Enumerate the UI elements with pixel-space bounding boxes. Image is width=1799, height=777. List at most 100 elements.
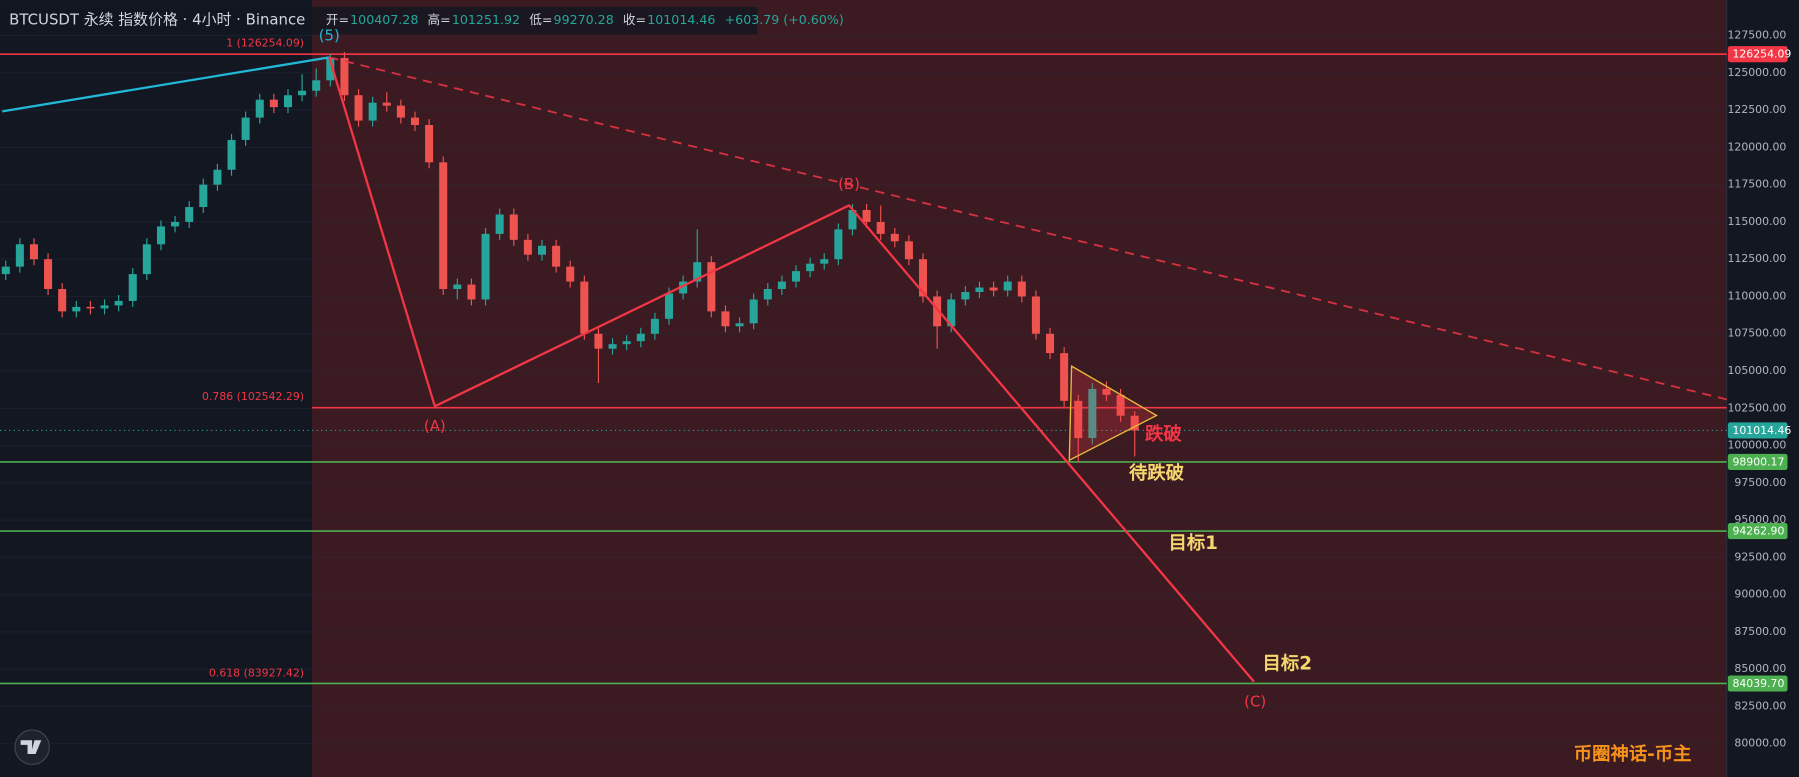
ohlc-name: 高=	[428, 12, 451, 27]
wave-line	[328, 57, 1255, 683]
candle-body	[185, 207, 194, 222]
candle-body	[142, 244, 151, 275]
candle-body	[509, 214, 518, 240]
triangle	[1068, 364, 1158, 462]
candle-body	[100, 305, 109, 309]
candle-body	[425, 125, 434, 163]
candle-body	[777, 281, 786, 290]
candle-body	[15, 244, 24, 267]
candle-body	[439, 162, 448, 290]
annotation: 跌破	[1145, 423, 1182, 445]
watermark: 币圈神话-币主	[1574, 743, 1692, 765]
candle-body	[933, 296, 942, 327]
y-tick-label: 115000.00	[1727, 215, 1786, 228]
y-tick-label: 117500.00	[1727, 178, 1786, 191]
candle-body	[806, 263, 815, 272]
candle-body	[791, 271, 801, 282]
candle-body	[622, 341, 631, 345]
candle-body	[664, 293, 674, 319]
candle-body	[904, 241, 913, 260]
wave-label: (A)	[424, 417, 446, 435]
candle-body	[650, 318, 659, 334]
y-tick-label: 85000.00	[1734, 662, 1786, 675]
candle-body	[283, 95, 292, 108]
candle-body	[44, 259, 53, 290]
candle-body	[312, 80, 321, 91]
wave-label: (5)	[319, 27, 340, 45]
price-tag	[1727, 46, 1788, 63]
ohlc-value: 100407.28	[350, 12, 418, 27]
candle-body	[213, 169, 222, 185]
candle-body	[1102, 388, 1111, 395]
y-tick-label: 120000.00	[1727, 140, 1786, 153]
candle-body	[58, 289, 67, 312]
candle-body	[368, 102, 377, 121]
y-tick-label: 105000.00	[1727, 364, 1786, 377]
price-tag	[1727, 422, 1788, 439]
candle-body	[1017, 281, 1026, 297]
candle-body	[298, 90, 307, 96]
candle-body	[961, 292, 970, 300]
price-tag-label: 94262.90	[1732, 525, 1784, 538]
y-tick-label: 95000.00	[1734, 513, 1786, 526]
candle-body	[467, 284, 476, 300]
candle-body	[693, 262, 702, 282]
candle-body	[552, 245, 561, 267]
ohlc-name: 开=	[326, 12, 349, 27]
price-tag	[1727, 453, 1788, 470]
wave-label: (C)	[1244, 692, 1266, 710]
candle-body	[269, 99, 278, 108]
candle-body	[1003, 281, 1012, 291]
candle-body	[636, 333, 645, 342]
annotation: 待跌破	[1129, 462, 1185, 484]
candle-body	[580, 281, 589, 334]
symbol-title: BTCUSDT 永续 指数价格 · 4小时 · Binance	[9, 11, 305, 29]
candle-body	[241, 117, 250, 140]
y-tick-label: 87500.00	[1734, 625, 1786, 638]
candle-body	[453, 284, 462, 290]
price-tag-label: 126254.09	[1732, 48, 1791, 61]
candle-body	[975, 287, 984, 293]
candle-body	[171, 221, 180, 227]
candle-body	[340, 57, 349, 96]
annotation: 目标2	[1263, 653, 1312, 675]
candle-body	[1060, 353, 1069, 401]
candle-body	[1, 266, 10, 275]
y-tick-label: 82500.00	[1734, 699, 1786, 712]
candle-body	[989, 287, 998, 291]
candle-body	[114, 300, 123, 306]
candle-body	[354, 95, 363, 121]
annotation: 目标1	[1168, 532, 1217, 554]
y-tick-label: 97500.00	[1734, 476, 1786, 489]
ohlc-value: 101014.46	[647, 12, 715, 27]
candle-body	[566, 266, 575, 282]
candle-body	[199, 184, 208, 208]
fib-label: 0.786 (102542.29)	[202, 390, 304, 403]
fib-label: 0.618 (83927.42)	[209, 667, 304, 680]
candle-body	[495, 214, 504, 234]
candle-body	[481, 233, 490, 300]
candle-body	[876, 221, 885, 234]
y-tick-label: 107500.00	[1727, 327, 1786, 340]
candle-body	[820, 259, 829, 264]
candle-body	[1088, 388, 1097, 439]
ohlc-name: 低=	[529, 12, 552, 27]
candle-body	[834, 229, 843, 260]
y-tick-label: 125000.00	[1727, 66, 1786, 79]
candle-body	[1116, 394, 1125, 416]
price-tag	[1727, 675, 1788, 692]
y-tick-label: 80000.00	[1734, 737, 1786, 750]
price-tag	[1727, 523, 1788, 540]
candle-body	[326, 57, 335, 81]
candle-body	[890, 233, 899, 242]
candle-body	[947, 299, 956, 327]
trend-line	[2, 56, 330, 113]
candle-body	[255, 99, 264, 118]
candle-body	[1031, 296, 1040, 334]
candle-body	[919, 259, 928, 297]
change: +603.79 (+0.60%)	[725, 12, 844, 27]
y-tick-label: 92500.00	[1734, 550, 1786, 563]
candle-body	[410, 117, 420, 126]
candle-body	[396, 105, 405, 118]
